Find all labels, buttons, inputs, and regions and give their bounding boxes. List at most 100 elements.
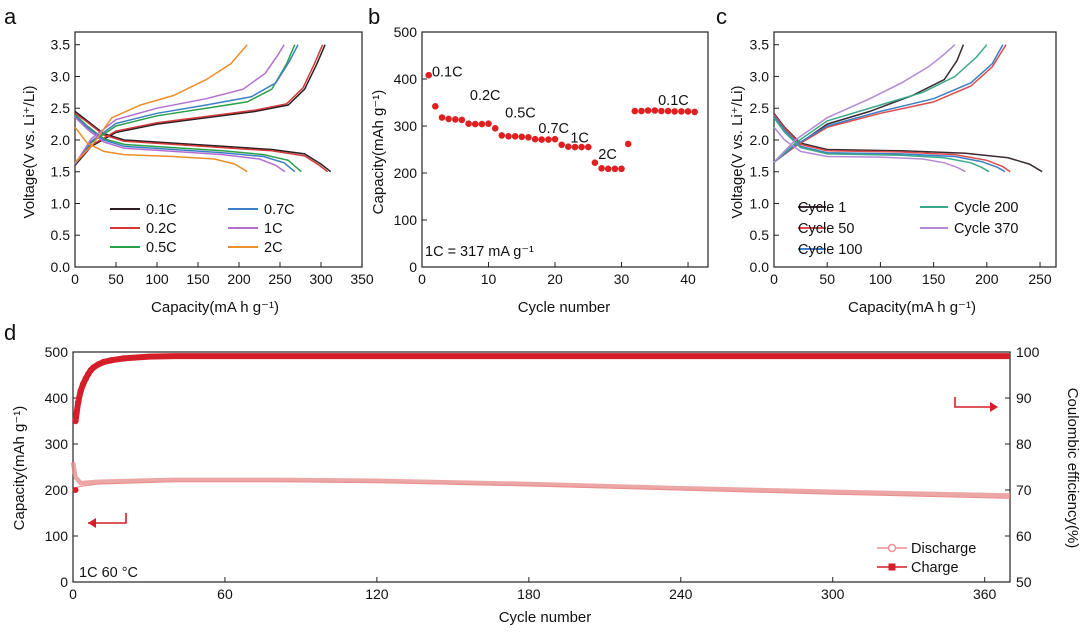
x-tick-label: 300 (309, 271, 333, 287)
efficiency-point (74, 399, 82, 406)
y-tick-label: 100 (394, 212, 418, 228)
data-point (531, 135, 539, 143)
x-tick-label: 0 (71, 271, 79, 287)
y-tick-label: 3.5 (750, 37, 770, 53)
series-0p1C-discharge (74, 110, 332, 173)
x-tick-label: 200 (975, 271, 999, 287)
legend-marker (888, 563, 896, 571)
y-tick-label: 200 (394, 165, 418, 181)
y-tick-label: 1.0 (51, 195, 71, 211)
y2-tick-label: 100 (1016, 344, 1040, 360)
panel-d-label: d (4, 320, 16, 345)
series-Cycle-50-charge (773, 44, 1007, 163)
data-point (558, 141, 565, 149)
x-tick-label: 50 (108, 271, 124, 287)
x-tick-label: 360 (973, 586, 997, 602)
data-point (604, 165, 612, 173)
x-tick-label: 20 (547, 271, 563, 287)
y2-tick-label: 50 (1016, 574, 1032, 590)
efficiency-point (90, 364, 97, 371)
panel-b-label: b (368, 4, 380, 29)
discharge-capacity-line (70, 462, 1011, 498)
efficiency-point (120, 355, 127, 362)
rate-label: 1C (570, 130, 589, 146)
y-tick-label: 1.5 (51, 164, 71, 180)
legend-label: 1C (264, 221, 283, 237)
x-tick-label: 180 (517, 586, 541, 602)
x-tick-label: 60 (217, 586, 233, 602)
coulombic-efficiency-line (72, 353, 1010, 422)
panel-b-chart: 0 10 20 30 4001002003004005000.1C0.2C0.5C0.7… (394, 24, 709, 287)
data-point (551, 135, 559, 143)
data-point (471, 120, 479, 128)
data-point (598, 165, 605, 172)
y-tick-label: 2.5 (750, 100, 770, 116)
rate-label: 0.7C (538, 121, 569, 137)
legend-label: Cycle 200 (954, 200, 1018, 216)
plot-frame (421, 31, 709, 268)
data-point (618, 165, 625, 173)
legend-label: Cycle 100 (798, 242, 862, 258)
data-point (465, 120, 472, 127)
data-point (538, 136, 545, 143)
y-tick-label: 3.0 (750, 68, 770, 84)
data-point (485, 120, 492, 127)
y-tick-label: 400 (45, 390, 69, 406)
legend-marker (887, 543, 897, 553)
efficiency-point (72, 417, 79, 425)
panel-d-ylabel: Capacity(mAh g⁻¹) (11, 406, 28, 531)
efficiency-point (95, 361, 102, 368)
legend-label: Discharge (911, 541, 976, 557)
y-tick-label: 0.5 (51, 227, 71, 243)
efficiency-point (77, 387, 84, 395)
x-tick-label: 100 (869, 271, 893, 287)
x-tick-label: 30 (614, 271, 630, 287)
rate-label: 0.1C (658, 93, 689, 109)
x-tick-label: 250 (268, 271, 292, 287)
legend-label: Cycle 1 (798, 200, 846, 216)
data-point (631, 107, 639, 115)
legend-label: 0.5C (146, 240, 177, 256)
x-tick-label: 150 (922, 271, 946, 287)
data-point (638, 107, 645, 115)
data-point (611, 165, 619, 173)
series-2C-discharge (74, 126, 248, 173)
data-point (578, 143, 585, 151)
y-tick-label: 400 (394, 71, 418, 87)
x-tick-label: 0 (69, 586, 77, 602)
series-0p7C-charge (74, 44, 299, 165)
series-Cycle-100-discharge (773, 115, 1006, 173)
panel-a-ylabel: Voltage(V vs. Li⁺/Li) (21, 86, 38, 219)
panel-c-chart: 0 50 100 150 200 250 0.0 0.5 1.0 1.5 2.0 2.5 3.0 3.5 C… (750, 31, 1057, 287)
data-point (691, 108, 698, 116)
x-tick-label: 150 (186, 271, 210, 287)
y-tick-label: 0.0 (750, 259, 770, 275)
data-point (438, 114, 446, 121)
data-point (432, 103, 439, 110)
y-tick-label: 0.0 (51, 259, 71, 275)
panel-a-label: a (4, 4, 17, 29)
y-tick-label: 100 (45, 528, 69, 544)
series-0p5C-charge (74, 44, 296, 165)
y-tick-label: 2.0 (51, 132, 71, 148)
panel-b-annotation: 1C = 317 mA g⁻¹ (425, 244, 534, 260)
data-point (585, 143, 592, 151)
y-tick-label: 200 (45, 482, 69, 498)
y-tick-label: 0 (60, 574, 68, 590)
series-Cycle-200-charge (773, 44, 988, 163)
y2-tick-label: 70 (1016, 482, 1032, 498)
data-point (505, 133, 512, 140)
panel-b-ylabel: Capacity(mAh g⁻¹) (370, 90, 387, 215)
series-Cycle-1-discharge (773, 112, 1043, 173)
panel-a-chart: 0 50 100 150 200 250 300 350 0.0 0.5 1.0 1.5 2.0 2.5 3… (51, 31, 374, 287)
legend-label: 2C (264, 240, 283, 256)
series-0p7C-discharge (74, 115, 296, 173)
panel-c-xlabel: Capacity(mA h g⁻¹) (848, 299, 976, 316)
data-point (525, 134, 532, 141)
x-tick-label: 0 (418, 271, 426, 287)
legend-label: 0.2C (146, 221, 177, 237)
series-Cycle-200-discharge (773, 117, 990, 173)
panel-d-y2label: Coulombic efficiency(%) (1064, 388, 1080, 549)
series-Cycle-370-charge (773, 44, 956, 163)
